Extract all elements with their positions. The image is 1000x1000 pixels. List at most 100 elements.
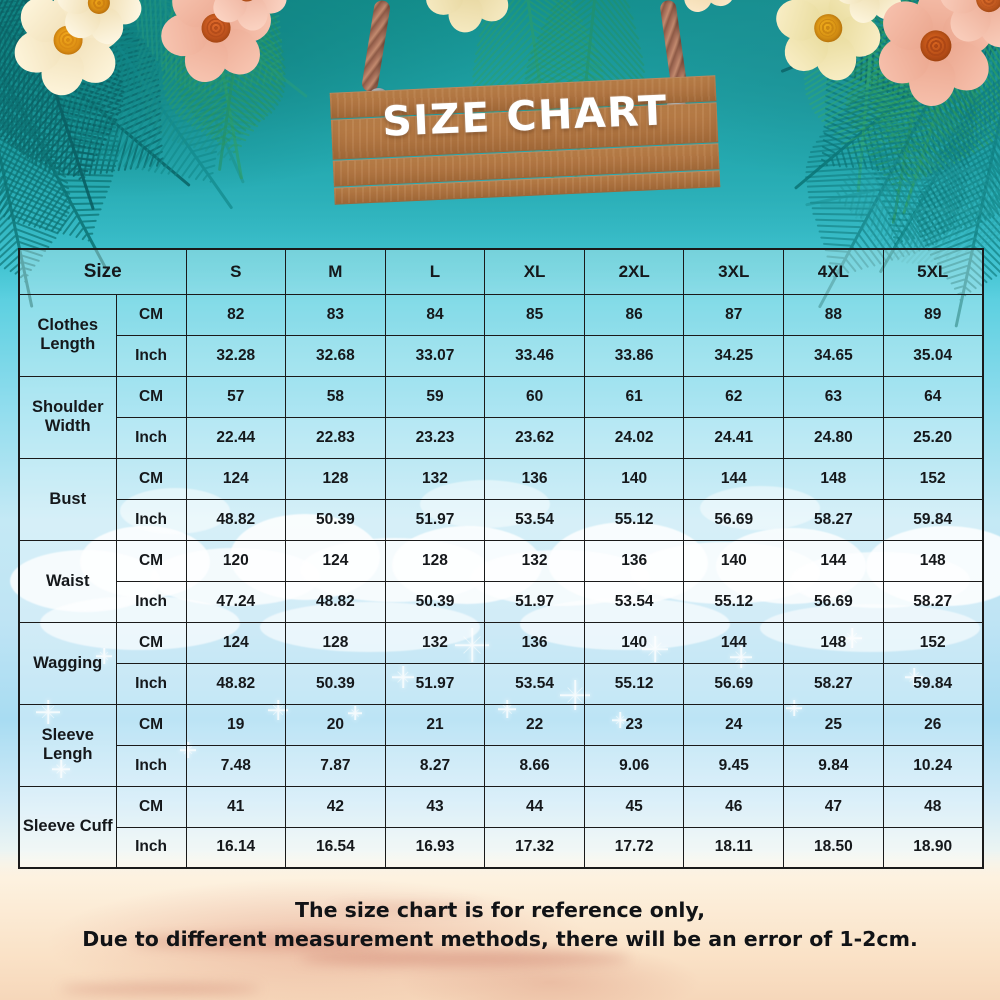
unit-label-cm: CM: [115, 785, 187, 828]
unit-label-cm: CM: [115, 703, 187, 746]
cell-shoulder-width-cm-l: 59: [384, 375, 486, 418]
cell-sleeve-lengh-cm-xl: 22: [484, 703, 585, 746]
cell-sleeve-cuff-cm-5xl: 48: [882, 785, 984, 828]
footer-streak: [60, 984, 260, 994]
cell-sleeve-lengh-inch-5xl: 10.24: [882, 744, 984, 787]
cell-waist-cm-3xl: 140: [683, 539, 785, 582]
row-label-sleeve-cuff: Sleeve Cuff: [18, 785, 117, 869]
unit-label-inch: Inch: [115, 334, 187, 377]
cell-waist-cm-5xl: 148: [882, 539, 984, 582]
cell-sleeve-lengh-inch-4xl: 9.84: [783, 744, 884, 787]
column-header-l: L: [384, 248, 486, 295]
cell-clothes-length-cm-3xl: 87: [683, 293, 785, 336]
row-label-waist: Waist: [18, 539, 117, 623]
table-row: Inch 7.48 7.87 8.27 8.66 9.06 9.45 9.84 10.24: [19, 744, 984, 787]
cell-bust-cm-l: 132: [384, 457, 486, 500]
cell-bust-inch-5xl: 59.84: [882, 498, 984, 541]
table-row: Clothes Length CM 82 83 84 85 86 87 88 89: [18, 293, 984, 377]
cell-clothes-length-cm-l: 84: [384, 293, 486, 336]
column-header-s: S: [185, 248, 287, 295]
cell-wagging-cm-3xl: 144: [683, 621, 785, 664]
row-label-shoulder-width: Shoulder Width: [18, 375, 117, 459]
cell-clothes-length-cm-s: 82: [185, 293, 287, 336]
cell-wagging-cm-l: 132: [384, 621, 486, 664]
cell-waist-inch-s: 47.24: [185, 580, 287, 623]
cell-wagging-cm-m: 128: [285, 621, 386, 664]
cell-sleeve-lengh-cm-2xl: 23: [583, 703, 685, 746]
cell-clothes-length-inch-xl: 33.46: [484, 334, 585, 377]
column-header-2xl: 2XL: [583, 248, 685, 295]
table-row: Bust CM 124 128 132 136 140 144 148 152: [18, 457, 984, 541]
cell-wagging-inch-xl: 53.54: [484, 662, 585, 705]
column-header-5xl: 5XL: [882, 248, 984, 295]
cell-waist-cm-l: 128: [384, 539, 486, 582]
cell-clothes-length-inch-2xl: 33.86: [583, 334, 685, 377]
unit-label-inch: Inch: [115, 580, 187, 623]
cell-wagging-cm-2xl: 140: [583, 621, 685, 664]
cell-sleeve-lengh-inch-s: 7.48: [185, 744, 287, 787]
table-row: Inch 32.28 32.68 33.07 33.46 33.86 34.25 34.65 3…: [19, 334, 984, 377]
unit-label-cm: CM: [115, 457, 187, 500]
cell-bust-inch-s: 48.82: [185, 498, 287, 541]
cell-sleeve-lengh-inch-2xl: 9.06: [583, 744, 685, 787]
cell-bust-inch-xl: 53.54: [484, 498, 585, 541]
table-row: Sleeve Lengh CM 19 20 21 22 23 24 25 26: [18, 703, 984, 787]
cell-waist-cm-s: 120: [185, 539, 287, 582]
footer-background-wash: [0, 850, 1000, 1000]
cell-wagging-cm-5xl: 152: [882, 621, 984, 664]
column-header-3xl: 3XL: [683, 248, 785, 295]
size-chart-table: Size S M L XL 2XL 3XL 4XL 5XL Clothes Le…: [18, 248, 984, 869]
cell-bust-inch-m: 50.39: [285, 498, 386, 541]
cell-sleeve-cuff-cm-xl: 44: [484, 785, 585, 828]
cell-waist-inch-l: 50.39: [384, 580, 486, 623]
cell-sleeve-cuff-inch-4xl: 18.50: [783, 826, 884, 869]
cell-shoulder-width-inch-s: 22.44: [185, 416, 287, 459]
cell-bust-cm-xl: 136: [484, 457, 585, 500]
table-row: Waist CM 120 124 128 132 136 140 144 148: [18, 539, 984, 623]
cell-bust-cm-5xl: 152: [882, 457, 984, 500]
cell-clothes-length-cm-m: 83: [285, 293, 386, 336]
cell-bust-cm-m: 128: [285, 457, 386, 500]
cell-wagging-inch-2xl: 55.12: [583, 662, 685, 705]
table-row: Inch 22.44 22.83 23.23 23.62 24.02 24.41 24.80 2…: [19, 416, 984, 459]
cell-clothes-length-inch-3xl: 34.25: [683, 334, 785, 377]
cell-sleeve-lengh-inch-3xl: 9.45: [683, 744, 785, 787]
cell-sleeve-cuff-inch-l: 16.93: [384, 826, 486, 869]
footer-streak: [330, 904, 480, 912]
cell-shoulder-width-cm-3xl: 62: [683, 375, 785, 418]
cell-sleeve-lengh-cm-m: 20: [285, 703, 386, 746]
cell-clothes-length-cm-2xl: 86: [583, 293, 685, 336]
footer-note-line-2: Due to different measurement methods, th…: [82, 927, 918, 952]
wooden-sign: SIZE CHART: [329, 0, 721, 208]
cell-clothes-length-inch-m: 32.68: [285, 334, 386, 377]
cell-sleeve-cuff-cm-s: 41: [185, 785, 287, 828]
cell-wagging-cm-s: 124: [185, 621, 287, 664]
footer-note-line-1: The size chart is for reference only,: [295, 898, 705, 922]
cell-clothes-length-inch-4xl: 34.65: [783, 334, 884, 377]
column-header-4xl: 4XL: [783, 248, 884, 295]
cell-sleeve-cuff-inch-s: 16.14: [185, 826, 287, 869]
cell-waist-inch-2xl: 53.54: [583, 580, 685, 623]
cell-sleeve-lengh-inch-l: 8.27: [384, 744, 486, 787]
cell-wagging-inch-5xl: 59.84: [882, 662, 984, 705]
cell-waist-inch-5xl: 58.27: [882, 580, 984, 623]
cell-waist-cm-m: 124: [285, 539, 386, 582]
cell-clothes-length-cm-5xl: 89: [882, 293, 984, 336]
cell-sleeve-cuff-inch-3xl: 18.11: [683, 826, 785, 869]
cell-waist-inch-m: 48.82: [285, 580, 386, 623]
cell-sleeve-lengh-cm-l: 21: [384, 703, 486, 746]
table-header-row: Size S M L XL 2XL 3XL 4XL 5XL: [18, 248, 984, 295]
cell-sleeve-lengh-cm-5xl: 26: [882, 703, 984, 746]
cell-sleeve-cuff-cm-3xl: 46: [683, 785, 785, 828]
cell-sleeve-cuff-inch-m: 16.54: [285, 826, 386, 869]
unit-label-cm: CM: [115, 293, 187, 336]
cell-bust-cm-4xl: 148: [783, 457, 884, 500]
cell-sleeve-cuff-cm-l: 43: [384, 785, 486, 828]
cell-shoulder-width-inch-m: 22.83: [285, 416, 386, 459]
cell-shoulder-width-cm-m: 58: [285, 375, 386, 418]
cell-shoulder-width-cm-4xl: 63: [783, 375, 884, 418]
cell-wagging-cm-4xl: 148: [783, 621, 884, 664]
cell-shoulder-width-cm-2xl: 61: [583, 375, 685, 418]
cell-sleeve-cuff-inch-xl: 17.32: [484, 826, 585, 869]
table-row: Inch 16.14 16.54 16.93 17.32 17.72 18.11 18.50 1…: [19, 826, 984, 869]
